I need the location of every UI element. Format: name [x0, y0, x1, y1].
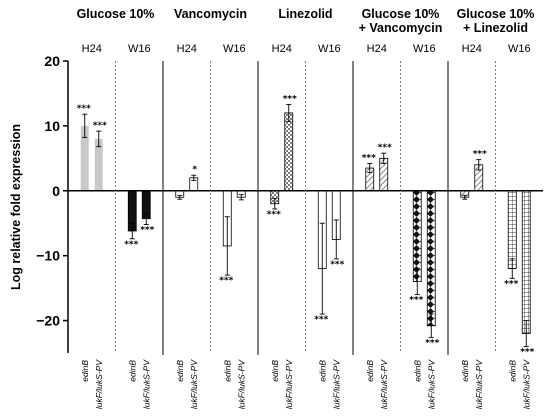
gene-label: edinB [80, 360, 90, 382]
significance-label: *** [124, 240, 138, 250]
significance-label: *** [314, 315, 328, 325]
condition-label: H24 [462, 43, 482, 55]
significance-label: *** [77, 104, 91, 114]
gene-label: lukF/lukS-PV [426, 359, 436, 409]
condition-label: H24 [177, 43, 197, 55]
condition-label: H24 [272, 43, 292, 55]
bar [426, 190, 436, 327]
bar [284, 112, 294, 192]
gene-label: edinB [127, 360, 137, 382]
condition-label: W16 [508, 43, 531, 55]
group-title: Linezolid [278, 7, 332, 21]
condition-label: H24 [82, 43, 102, 55]
group-title: Vancomycin [174, 7, 247, 21]
gene-label: lukF/lukS-PV [521, 359, 531, 409]
significance-label: *** [267, 210, 281, 220]
significance-label: * [192, 165, 197, 175]
condition-label: H24 [367, 43, 387, 55]
y-tick-label: 20 [44, 53, 60, 69]
gene-label: lukF/lukS-PV [236, 359, 246, 409]
group-title: Glucose 10% [77, 7, 155, 21]
group-title: + Vancomycin [359, 21, 443, 35]
gene-label: lukF/lukS-PV [284, 359, 294, 409]
gene-label: edinB [222, 360, 232, 382]
gene-label: edinB [460, 360, 470, 382]
significance-label: *** [473, 150, 487, 160]
condition-label: W16 [318, 43, 341, 55]
significance-label: *** [409, 296, 423, 306]
bar [412, 190, 422, 283]
gene-label: edinB [412, 360, 422, 382]
bar [94, 138, 103, 191]
condition-label: W16 [413, 43, 436, 55]
y-tick-label: 10 [44, 118, 60, 134]
gene-label: lukF/lukS-PV [331, 359, 341, 409]
gene-label: edinB [175, 360, 185, 382]
gene-label: lukF/lukS-PV [141, 359, 151, 409]
significance-label: *** [93, 121, 107, 131]
significance-label: *** [378, 143, 392, 153]
significance-label: *** [504, 279, 518, 289]
gene-label: edinB [270, 360, 280, 382]
group-title: Glucose 10% [362, 7, 440, 21]
significance-label: *** [330, 260, 344, 270]
gene-label: lukF/lukS-PV [94, 359, 104, 409]
significance-label: *** [425, 338, 439, 348]
group-title: + Linezolid [463, 21, 528, 35]
significance-label: *** [219, 276, 233, 286]
significance-label: *** [283, 94, 297, 104]
significance-label: *** [362, 154, 376, 164]
bar [521, 190, 531, 334]
condition-label: W16 [223, 43, 246, 55]
condition-label: W16 [128, 43, 151, 55]
significance-label: *** [520, 348, 534, 358]
bar [507, 190, 517, 270]
gene-label: edinB [507, 360, 517, 382]
bar [80, 125, 89, 191]
y-tick-label: 0 [52, 183, 60, 199]
y-tick-label: −10 [36, 248, 60, 264]
group-title: Glucose 10% [457, 7, 535, 21]
gene-label: lukF/lukS-PV [379, 359, 389, 409]
gene-label: lukF/lukS-PV [474, 359, 484, 409]
gene-label: lukF/lukS-PV [189, 359, 199, 409]
y-tick-label: −20 [36, 313, 60, 329]
gene-label: edinB [365, 360, 375, 382]
significance-label: *** [140, 226, 154, 236]
gene-label: edinB [317, 360, 327, 382]
y-axis-title: Log relative fold expression [9, 124, 23, 290]
